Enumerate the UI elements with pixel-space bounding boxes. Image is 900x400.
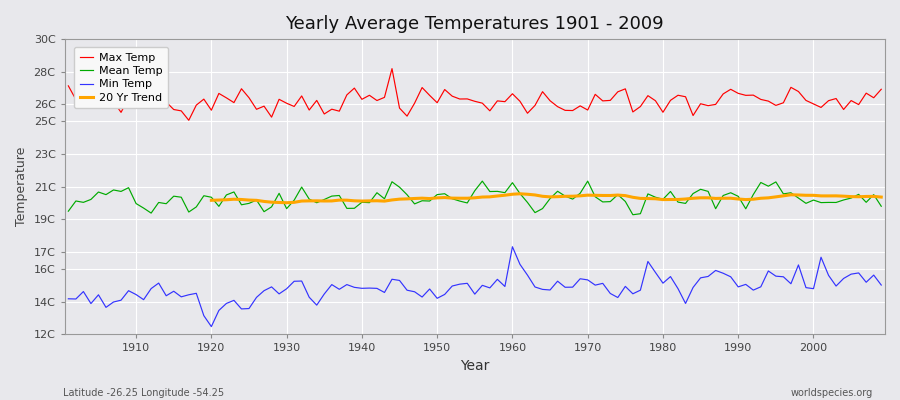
Min Temp <box>341 282 352 287</box>
Line: Mean Temp: Mean Temp <box>68 181 881 215</box>
Min Temp <box>876 283 886 288</box>
X-axis label: Year: Year <box>460 359 490 373</box>
Max Temp <box>387 66 398 71</box>
Max Temp <box>522 111 533 116</box>
Min Temp <box>296 279 307 284</box>
20 Yr Trend <box>860 194 871 199</box>
Mean Temp <box>605 199 616 204</box>
Title: Yearly Average Temperatures 1901 - 2009: Yearly Average Temperatures 1901 - 2009 <box>285 15 664 33</box>
Line: Min Temp: Min Temp <box>68 247 881 327</box>
Mean Temp <box>334 193 345 198</box>
Text: worldspecies.org: worldspecies.org <box>791 388 873 398</box>
Mean Temp <box>876 204 886 209</box>
Min Temp <box>123 288 134 293</box>
Min Temp <box>522 273 533 278</box>
Min Temp <box>206 324 217 329</box>
Mean Temp <box>289 198 300 202</box>
Max Temp <box>184 118 194 123</box>
20 Yr Trend <box>304 198 315 203</box>
Mean Temp <box>63 209 74 214</box>
Text: Latitude -26.25 Longitude -54.25: Latitude -26.25 Longitude -54.25 <box>63 388 224 398</box>
Max Temp <box>63 84 74 88</box>
20 Yr Trend <box>876 195 886 200</box>
20 Yr Trend <box>206 198 217 203</box>
Min Temp <box>612 295 623 300</box>
Max Temp <box>515 99 526 104</box>
Max Temp <box>612 90 623 94</box>
Mean Temp <box>515 191 526 196</box>
Max Temp <box>341 92 352 97</box>
Y-axis label: Temperature: Temperature <box>15 147 28 226</box>
20 Yr Trend <box>281 200 292 205</box>
20 Yr Trend <box>793 192 804 197</box>
Max Temp <box>296 94 307 98</box>
Legend: Max Temp, Mean Temp, Min Temp, 20 Yr Trend: Max Temp, Mean Temp, Min Temp, 20 Yr Tre… <box>74 47 168 108</box>
Mean Temp <box>477 179 488 184</box>
Min Temp <box>507 244 517 249</box>
20 Yr Trend <box>778 194 788 198</box>
20 Yr Trend <box>417 196 428 200</box>
Line: Max Temp: Max Temp <box>68 69 881 120</box>
Max Temp <box>876 87 886 92</box>
Line: 20 Yr Trend: 20 Yr Trend <box>212 194 881 203</box>
Min Temp <box>515 262 526 267</box>
Max Temp <box>123 96 134 100</box>
Min Temp <box>63 296 74 301</box>
Mean Temp <box>507 180 517 185</box>
Mean Temp <box>123 185 134 190</box>
20 Yr Trend <box>688 196 698 201</box>
20 Yr Trend <box>515 191 526 196</box>
Mean Temp <box>627 212 638 217</box>
